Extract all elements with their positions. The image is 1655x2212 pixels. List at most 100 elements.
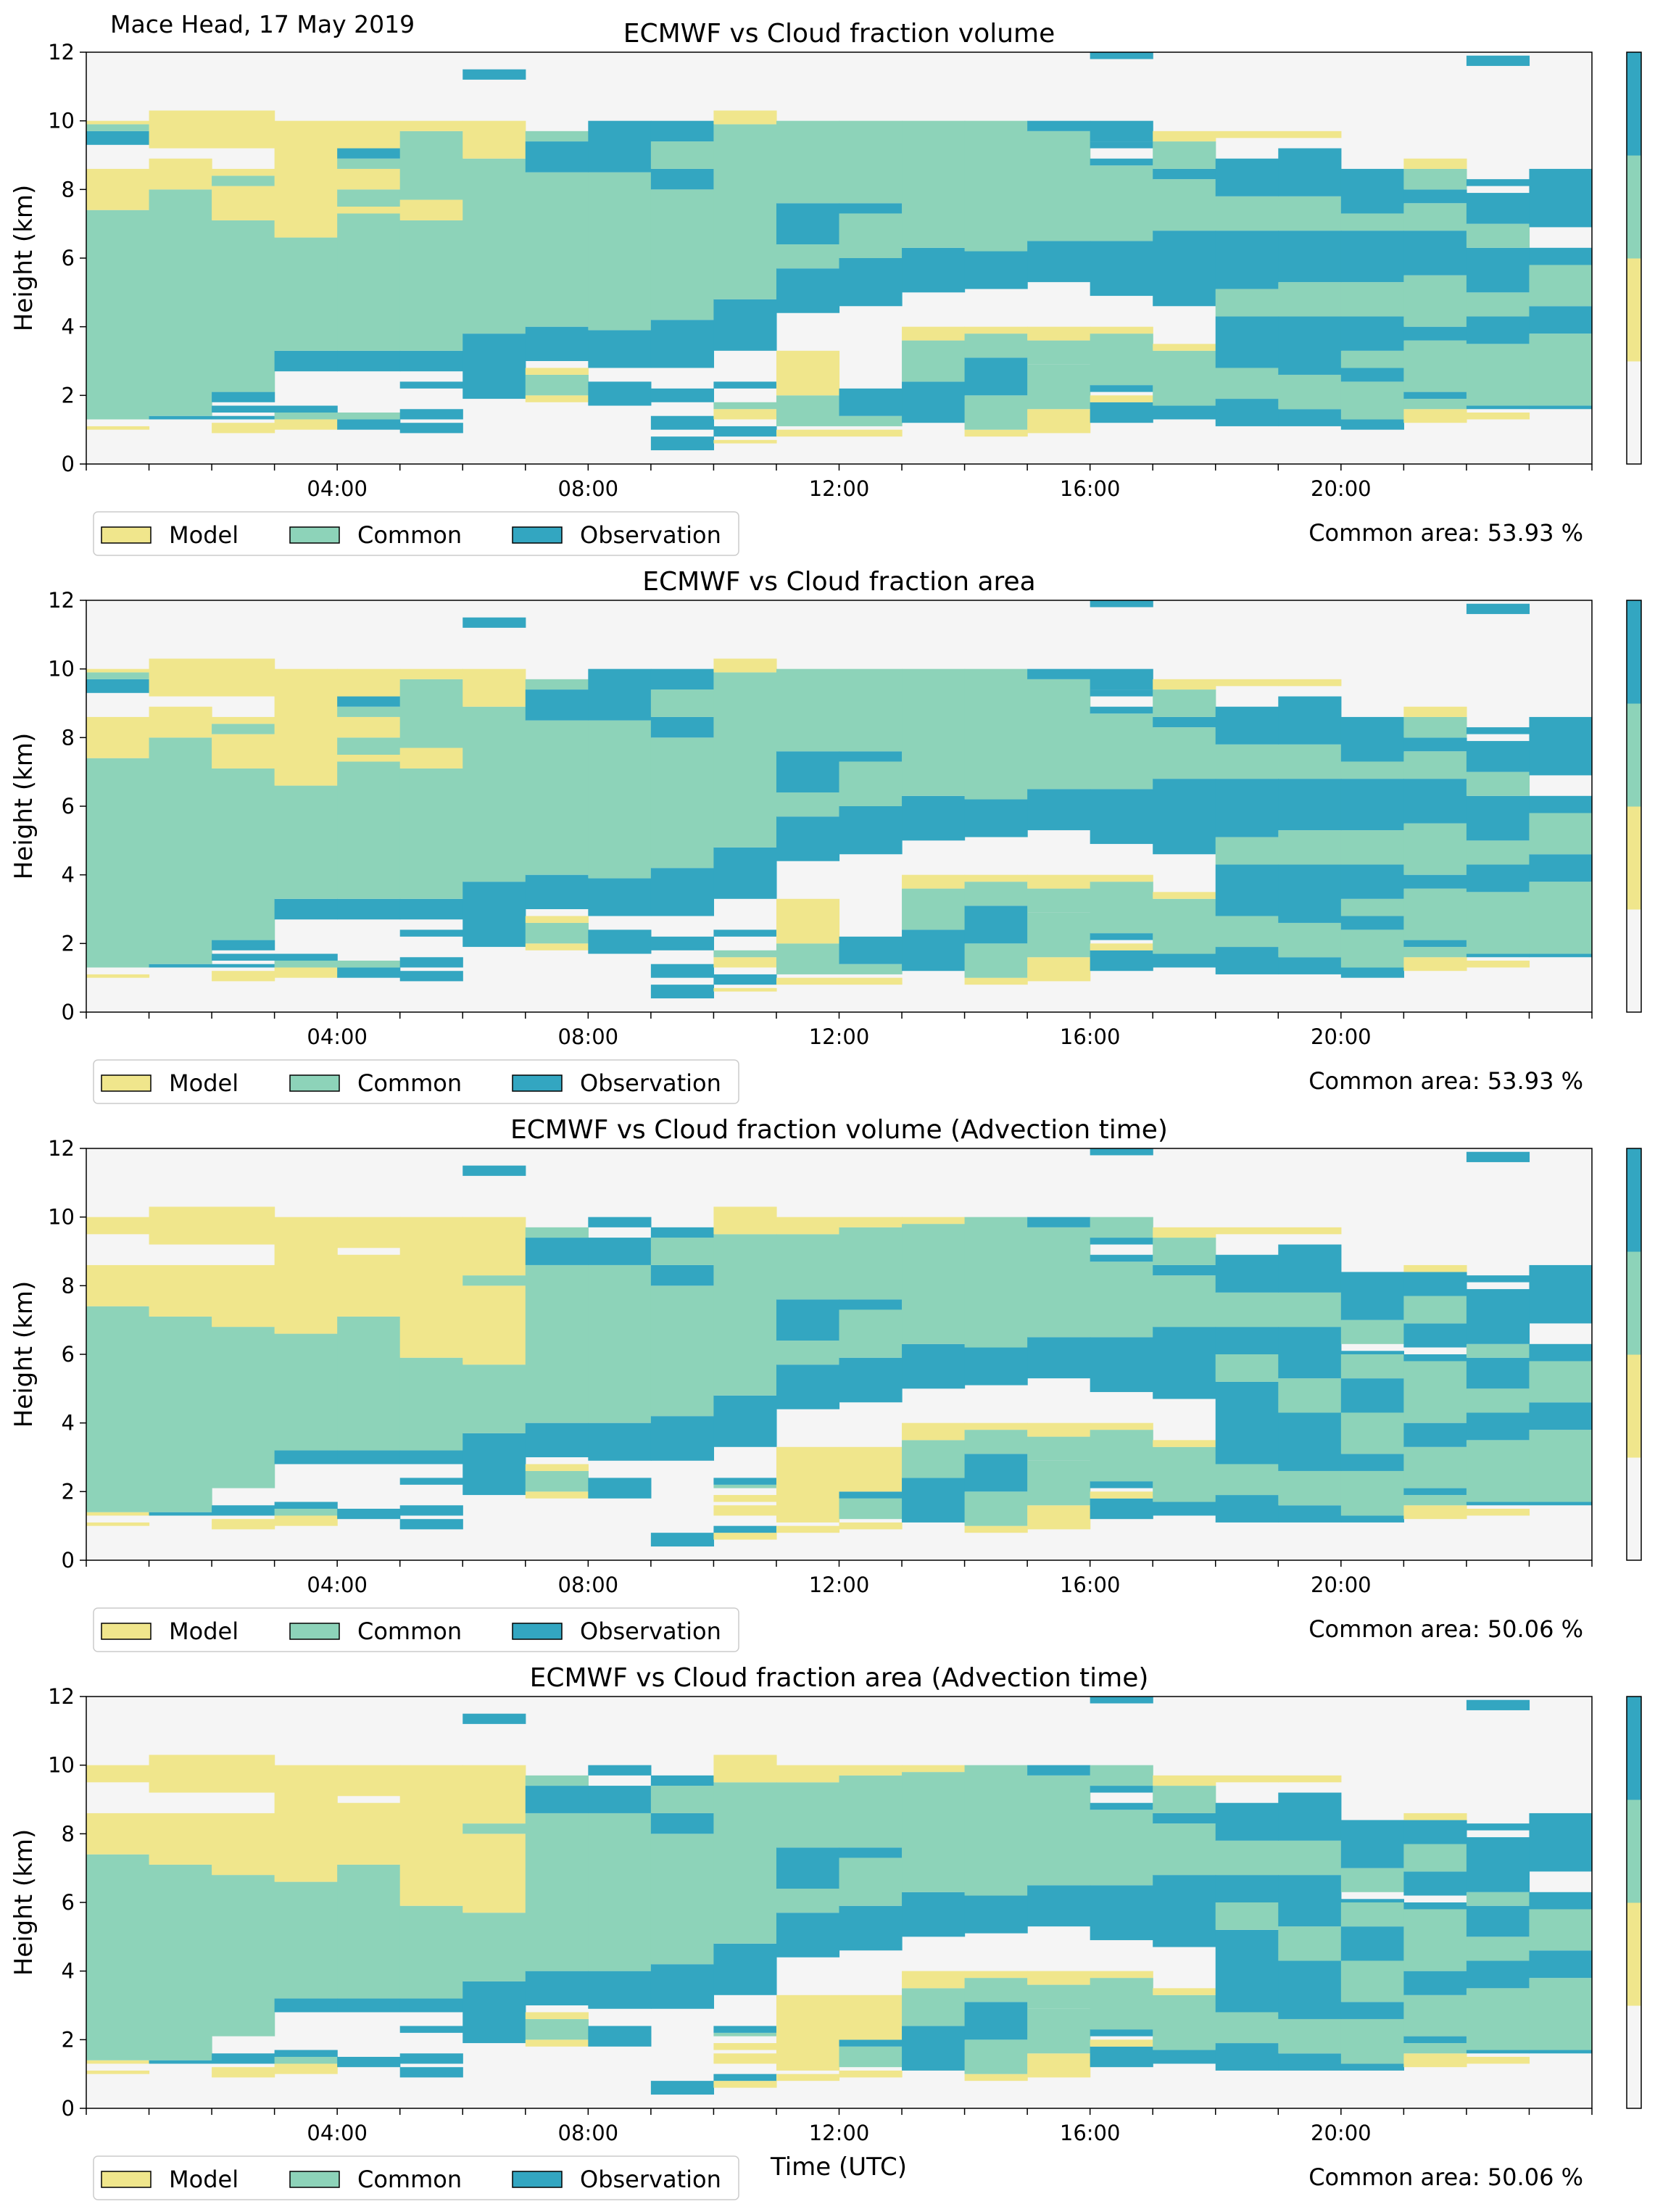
cell-observation (650, 1813, 715, 1834)
cell-observation (1403, 326, 1467, 341)
cell-common (776, 668, 840, 752)
cell-observation (902, 1343, 966, 1389)
cell-observation (713, 1395, 777, 1447)
cell-observation (463, 1981, 526, 2044)
cell-model (337, 168, 401, 190)
cell-observation (1278, 316, 1342, 375)
cell-model (839, 977, 903, 985)
cell-observation (1153, 1327, 1216, 1399)
legend: Model Common Observation (93, 511, 739, 556)
cell-common (588, 1264, 652, 1423)
cell-common (1027, 1984, 1091, 2009)
legend-swatch-observation (512, 1074, 563, 1092)
cell-observation (1466, 1823, 1530, 1831)
cell-common (1215, 1354, 1279, 1382)
cell-common (964, 1491, 1028, 1526)
cell-observation (1529, 168, 1593, 228)
cell-common (1278, 196, 1342, 231)
cell-common (463, 1275, 526, 1286)
cell-common (839, 120, 903, 204)
cell-common (463, 1364, 526, 1433)
cell-observation (776, 1364, 840, 1409)
common-area-text: Common area: 53.93 % (1308, 1067, 1583, 1095)
cell-observation (713, 929, 777, 937)
cell-common (964, 943, 1028, 978)
cell-model (1278, 1227, 1342, 1235)
cell-observation (399, 1450, 463, 1465)
cell-common (274, 785, 338, 899)
cell-model (463, 1834, 526, 1913)
cell-model (1090, 874, 1153, 882)
cell-model (337, 716, 401, 738)
x-tick-label: 20:00 (1311, 2121, 1372, 2145)
cell-model (1466, 961, 1530, 968)
cell-model (1403, 1505, 1467, 1520)
cell-model (713, 1755, 777, 1783)
cell-model (212, 168, 275, 176)
cell-observation (337, 350, 401, 372)
cell-observation (1215, 947, 1279, 974)
legend-swatch-observation (512, 2171, 563, 2188)
cell-common (776, 120, 840, 204)
cell-observation (1403, 231, 1467, 276)
cell-common (1403, 399, 1467, 410)
cell-observation (1278, 1960, 1342, 2019)
cell-observation (588, 1786, 652, 1813)
cell-observation (650, 936, 715, 950)
colorbar-segment (1627, 1697, 1641, 1800)
cell-common (337, 413, 401, 420)
cell-observation (1090, 789, 1153, 845)
cell-common (525, 922, 589, 944)
legend-label-common: Common (357, 2166, 462, 2193)
cell-common (1027, 1460, 1091, 1506)
cell-common (1090, 882, 1153, 934)
cell-common (1215, 744, 1279, 779)
cell-observation (1215, 399, 1279, 426)
cell-common (1090, 1765, 1153, 1786)
legend-label-model: Model (169, 2166, 238, 2193)
cell-model (1090, 1491, 1153, 1499)
cell-observation (902, 929, 966, 972)
cell-observation (1090, 1148, 1153, 1156)
cell-model (1090, 326, 1153, 334)
cell-model (86, 1264, 150, 1306)
cell-common (1466, 892, 1530, 954)
cell-common (1529, 882, 1593, 954)
cell-common (1340, 1960, 1404, 2002)
cell-model (525, 395, 589, 402)
cell-common (86, 1306, 150, 1512)
cell-observation (1340, 2002, 1404, 2019)
cell-common (776, 1782, 840, 1848)
cell-model (212, 110, 275, 149)
x-tick-label: 08:00 (558, 476, 619, 501)
cell-observation (1340, 2063, 1404, 2071)
cell-common (1529, 1361, 1593, 1403)
x-axis-label: Time (UTC) (770, 2153, 907, 2182)
cell-observation (1529, 1892, 1593, 1910)
cell-observation (1466, 1837, 1530, 1892)
colorbar-segment (1627, 1799, 1641, 1903)
cell-observation (1340, 168, 1404, 214)
cell-model (399, 199, 463, 220)
cell-observation (86, 131, 150, 145)
cell-observation (1529, 1343, 1593, 1362)
cell-observation (1090, 2029, 1153, 2037)
cell-model (399, 1217, 463, 1358)
cell-observation (1090, 2046, 1153, 2068)
cell-common (1278, 1378, 1342, 1413)
cell-model (839, 2070, 903, 2078)
cell-common (399, 768, 463, 899)
cell-model (713, 110, 777, 125)
cell-observation (525, 1786, 589, 1813)
cell-common (902, 120, 966, 248)
cell-observation (525, 874, 589, 909)
cell-observation (902, 2026, 966, 2071)
cell-observation (337, 148, 401, 159)
cell-model (212, 1813, 275, 1876)
cell-model (337, 668, 401, 697)
cell-common (1027, 912, 1091, 958)
cell-model (525, 943, 589, 950)
cell-observation (776, 203, 840, 245)
cell-observation (713, 299, 777, 351)
cell-common (650, 1834, 715, 1965)
